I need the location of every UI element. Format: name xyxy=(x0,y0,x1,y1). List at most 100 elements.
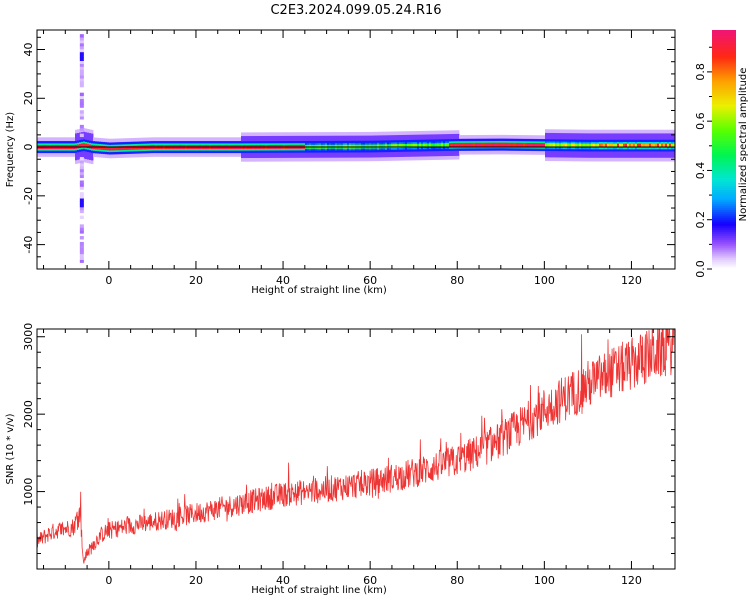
colorbar-swatch xyxy=(712,89,736,93)
colorbar-swatch xyxy=(712,221,736,224)
colorbar-swatch xyxy=(712,189,736,192)
heatmap-cell xyxy=(381,144,384,149)
heatmap-spike-cell xyxy=(79,51,84,56)
heatmap-cell xyxy=(569,143,572,148)
heatmap-cell xyxy=(447,143,450,148)
heatmap-spike-cell xyxy=(79,203,84,208)
heatmap-cell xyxy=(423,143,426,148)
heatmap-cell xyxy=(525,142,528,147)
colorbar-swatch xyxy=(712,173,736,176)
colorbar-swatch xyxy=(712,141,736,145)
heatmap-spike-cell xyxy=(79,60,84,64)
heatmap-cell xyxy=(655,143,658,148)
colorbar-swatch xyxy=(712,127,736,131)
heatmap-cell xyxy=(627,143,630,148)
heatmap-spike-cell xyxy=(79,45,84,50)
heatmap-cell xyxy=(393,144,396,149)
colorbar-swatch xyxy=(712,121,736,125)
colorbar-swatch xyxy=(712,119,736,123)
heatmap-spike-cell xyxy=(79,113,84,117)
colorbar-swatch xyxy=(712,37,736,41)
heatmap-cell xyxy=(585,143,588,148)
snr-x-tick-label: 120 xyxy=(621,574,642,587)
heatmap-spike-cell xyxy=(79,227,84,231)
heatmap-spike-cell xyxy=(79,253,84,258)
heatmap-cell xyxy=(577,143,580,148)
heatmap-cell xyxy=(599,143,602,148)
colorbar-swatch xyxy=(712,87,736,91)
heatmap-cell xyxy=(555,143,558,148)
colorbar-swatch xyxy=(712,101,736,105)
heatmap-cell xyxy=(79,143,82,148)
colorbar-panel: 0.0 0.2 0.4 0.6 0.8 Normalized spectral ampli… xyxy=(694,30,749,278)
heatmap-cell xyxy=(533,143,536,147)
heatmap-cell xyxy=(491,142,494,147)
heatmap-cell xyxy=(403,143,406,148)
heatmap-cell xyxy=(427,143,430,148)
spec-frame xyxy=(36,29,676,270)
heatmap-spike-cell xyxy=(79,80,84,85)
colorbar-swatch xyxy=(712,133,736,137)
colorbar-swatch xyxy=(712,35,736,39)
heatmap-cell xyxy=(595,143,598,148)
colorbar-swatch xyxy=(712,31,736,35)
heatmap-cell xyxy=(385,144,388,149)
heatmap-spike-cell xyxy=(79,104,84,108)
heatmap-spike-cell xyxy=(79,186,84,190)
heatmap-cell xyxy=(521,142,524,147)
colorbar-swatch xyxy=(712,191,736,194)
heatmap-cell xyxy=(459,142,462,147)
heatmap-cell xyxy=(389,144,392,149)
colorbar-swatch xyxy=(712,167,736,171)
heatmap-spike-cell xyxy=(79,171,84,176)
heatmap-cell xyxy=(489,142,492,147)
colorbar-swatch xyxy=(712,147,736,151)
snr-series-line xyxy=(37,329,675,564)
heatmap-cell xyxy=(639,143,642,148)
colorbar-swatch xyxy=(712,93,736,97)
heatmap-spike-cell xyxy=(79,224,84,228)
heatmap-cell xyxy=(615,143,618,148)
colorbar-swatch xyxy=(712,195,736,198)
spec-y-tick-label: 20 xyxy=(22,91,35,105)
heatmap-cell xyxy=(499,142,502,147)
snr-x-tick-label: 20 xyxy=(189,574,203,587)
spec-x-tick-label: 120 xyxy=(621,274,642,287)
heatmap-cell xyxy=(107,146,110,151)
heatmap-spike-cell xyxy=(79,127,84,132)
snr-x-tick-label: 60 xyxy=(363,574,377,587)
heatmap-cell xyxy=(651,143,654,148)
heatmap-cell xyxy=(579,143,582,148)
colorbar-swatch xyxy=(712,51,736,55)
heatmap-cell xyxy=(565,143,568,148)
heatmap-cell xyxy=(127,145,130,150)
colorbar-swatch xyxy=(712,137,736,141)
heatmap-cell xyxy=(103,146,106,150)
colorbar-swatch xyxy=(712,169,736,173)
heatmap-cell xyxy=(465,142,468,147)
colorbar-swatch xyxy=(712,41,736,45)
colorbar-swatch xyxy=(712,227,736,230)
heatmap-cell xyxy=(425,143,428,148)
heatmap-cell xyxy=(433,143,436,148)
heatmap-cell xyxy=(637,143,640,148)
heatmap-cell xyxy=(101,145,104,150)
spec-x-tick-label: 80 xyxy=(450,274,464,287)
colorbar-swatch xyxy=(712,187,736,190)
heatmap-cell xyxy=(545,143,548,148)
heatmap-spike-cell xyxy=(79,57,84,61)
heatmap-spike-cell xyxy=(79,78,84,82)
heatmap-cell xyxy=(463,142,466,147)
spec-y-tick-label: -20 xyxy=(22,187,35,205)
heatmap-spike-cell xyxy=(79,116,84,120)
colorbar-swatch xyxy=(712,53,736,57)
heatmap-cell xyxy=(509,142,512,147)
colorbar-swatch xyxy=(712,223,736,226)
heatmap-spike-cell xyxy=(79,247,84,252)
heatmap-cell xyxy=(497,142,500,147)
heatmap-cell xyxy=(613,143,616,148)
heatmap-cell xyxy=(89,144,92,149)
heatmap-cell xyxy=(105,146,108,151)
heatmap-cell xyxy=(451,143,454,147)
snr-y-tick-label: 1000 xyxy=(22,478,35,506)
